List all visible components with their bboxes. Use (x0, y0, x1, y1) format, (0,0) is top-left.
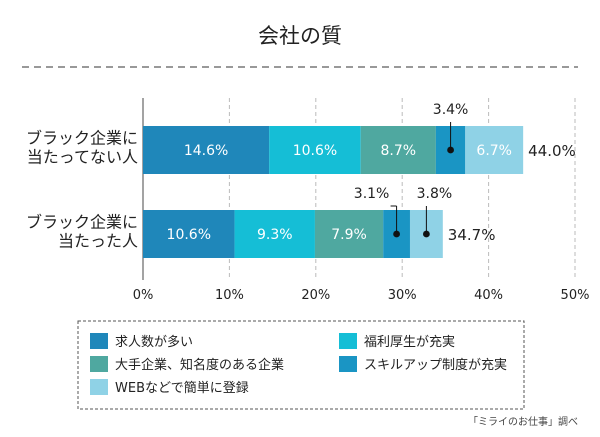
data-label: 10.6% (167, 227, 211, 243)
data-label: 3.1% (354, 186, 390, 202)
data-label: 9.3% (257, 227, 293, 243)
bar-segment (360, 126, 436, 174)
bar-segment (465, 126, 524, 174)
category-label: 当たった人 (58, 232, 138, 251)
legend-swatch (90, 356, 108, 372)
data-label: 7.9% (331, 227, 367, 243)
legend-label: 福利厚生が充実 (364, 334, 455, 350)
category-label: ブラック企業に (26, 213, 138, 232)
x-tick-label: 40% (474, 288, 503, 303)
legend-label: スキルアップ制度が充実 (364, 357, 507, 373)
data-label: 3.8% (417, 186, 453, 202)
data-label: 3.4% (433, 102, 469, 118)
x-tick-label: 0% (133, 288, 154, 303)
total-label: 34.7% (448, 226, 496, 244)
data-label: 14.6% (184, 143, 228, 159)
legend-label: 大手企業、知名度のある企業 (115, 357, 284, 373)
legend-box (77, 320, 525, 410)
data-label: 6.7% (476, 143, 512, 159)
x-tick-label: 10% (215, 288, 244, 303)
chart-title: 会社の質 (258, 24, 342, 48)
bar-segment (269, 126, 361, 174)
source-note: 「ミライのお仕事」調べ (468, 415, 578, 428)
bar-segment (143, 126, 270, 174)
legend-swatch (339, 333, 357, 349)
category-label: 当たってない人 (27, 148, 138, 167)
x-axis-ticks: 0% 10% 20% 30% 40% 50% (133, 288, 590, 303)
data-label: 10.6% (293, 143, 337, 159)
data-labels: 14.6% 10.6% 8.7% 3.4% 6.7% 44.0% 10.6% 9.3% 7.9%… (167, 102, 576, 244)
legend-swatch (90, 333, 108, 349)
x-tick-label: 30% (388, 288, 417, 303)
data-label: 8.7% (381, 143, 417, 159)
legend-label: WEBなどで簡単に登録 (115, 380, 249, 396)
legend-swatch (339, 356, 357, 372)
category-label: ブラック企業に (26, 129, 138, 148)
total-label: 44.0% (528, 142, 576, 160)
bar-segment (314, 210, 384, 258)
x-tick-label: 20% (301, 288, 330, 303)
bars (143, 126, 524, 258)
bar-segment (143, 210, 235, 258)
legend-label: 求人数が多い (115, 334, 193, 350)
bar-segment (234, 210, 315, 258)
legend-swatch (90, 379, 108, 395)
x-tick-label: 50% (561, 288, 590, 303)
